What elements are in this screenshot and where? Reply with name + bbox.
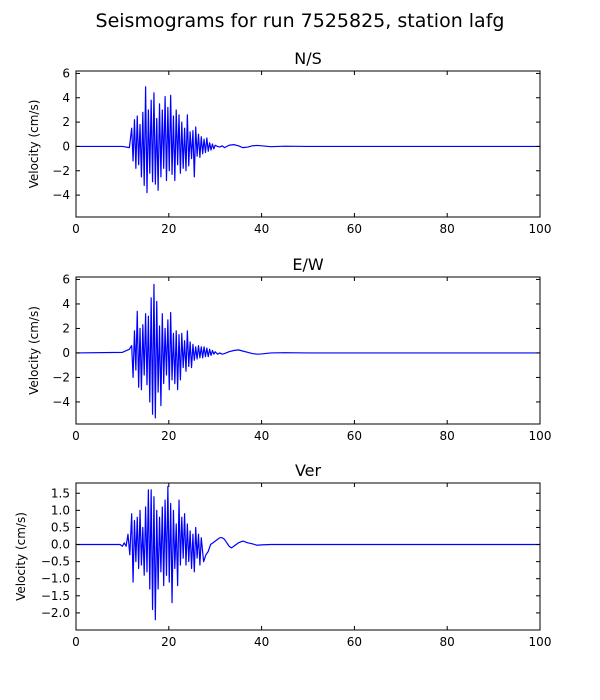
- ver-ylabel: Velocity (cm/s): [14, 512, 28, 601]
- ver-series-line-0: [76, 485, 540, 621]
- ver-xtick-label: 40: [254, 635, 269, 649]
- e-w-ytick-label: 0: [62, 346, 70, 360]
- n-s-ytick-label: 4: [62, 91, 70, 105]
- chart-ns: N/S 0 20 40 60 80 100 −4 −2 0 2 4 6 Velocity (cm/s): [27, 49, 551, 236]
- ver-ytick-label: 1.5: [51, 486, 70, 500]
- ver-ytick-label: −1.0: [41, 572, 70, 586]
- e-w-xtick-label: 0: [72, 429, 80, 443]
- ver-xtick-label: 100: [529, 635, 552, 649]
- ver-xtick-label: 0: [72, 635, 80, 649]
- ver-title: Ver: [295, 461, 322, 480]
- n-s-ytick-label: −2: [52, 164, 70, 178]
- n-s-plot-frame: [75, 70, 541, 218]
- e-w-xtick-label: 40: [254, 429, 269, 443]
- e-w-ytick-label: 6: [62, 272, 70, 286]
- chart-ew: E/W 0 20 40 60 80 100 −4 −2 0 2 4 6 Velocity (cm/s): [27, 255, 551, 443]
- e-w-ylabel: Velocity (cm/s): [27, 306, 41, 395]
- n-s-xtick-label: 40: [254, 222, 269, 236]
- e-w-series-line-0: [75, 283, 540, 419]
- n-s-xtick-label: 60: [347, 222, 362, 236]
- ver-ytick-label: 0.5: [51, 520, 70, 534]
- ver-xtick-label: 60: [347, 635, 362, 649]
- n-s-xtick-label: 100: [529, 222, 552, 236]
- chart-ver: Ver 0 20 40 60 80 100 −2.0 −1.5 −1.0 −0.5 0.0 0.5 1.0…: [14, 461, 551, 649]
- n-s-xtick-label: 20: [161, 222, 176, 236]
- ver-ytick-label: −1.5: [41, 589, 70, 603]
- n-s-ylabel: Velocity (cm/s): [27, 100, 41, 189]
- figure-title: Seismograms for run 7525825, station laf…: [95, 10, 505, 32]
- e-w-xtick-label: 100: [529, 429, 552, 443]
- e-w-ytick-label: 4: [62, 297, 70, 311]
- e-w-ytick-label: −2: [52, 370, 70, 384]
- n-s-title: N/S: [294, 49, 322, 68]
- n-s-ytick-label: 6: [62, 66, 70, 80]
- n-s-xtick-label: 80: [440, 222, 455, 236]
- n-s-xtick-label: 0: [72, 222, 80, 236]
- e-w-title: E/W: [292, 255, 324, 274]
- n-s-series-line-0: [76, 86, 540, 194]
- e-w-ytick-label: 2: [62, 321, 70, 335]
- e-w-ytick-label: −4: [52, 395, 70, 409]
- ver-plot-frame: [75, 482, 541, 631]
- ver-xtick-label: 80: [440, 635, 455, 649]
- ver-ytick-label: 1.0: [51, 503, 70, 517]
- n-s-ytick-label: −4: [52, 188, 70, 202]
- n-s-ytick-label: 0: [62, 139, 70, 153]
- e-w-plot-frame: [75, 276, 541, 425]
- ver-ytick-label: −2.0: [41, 606, 70, 620]
- ver-ytick-label: −0.5: [41, 555, 70, 569]
- n-s-ytick-label: 2: [62, 115, 70, 129]
- e-w-xtick-label: 60: [347, 429, 362, 443]
- e-w-xtick-label: 80: [440, 429, 455, 443]
- ver-ytick-label: 0.0: [51, 538, 70, 552]
- e-w-xtick-label: 20: [161, 429, 176, 443]
- ver-xtick-label: 20: [161, 635, 176, 649]
